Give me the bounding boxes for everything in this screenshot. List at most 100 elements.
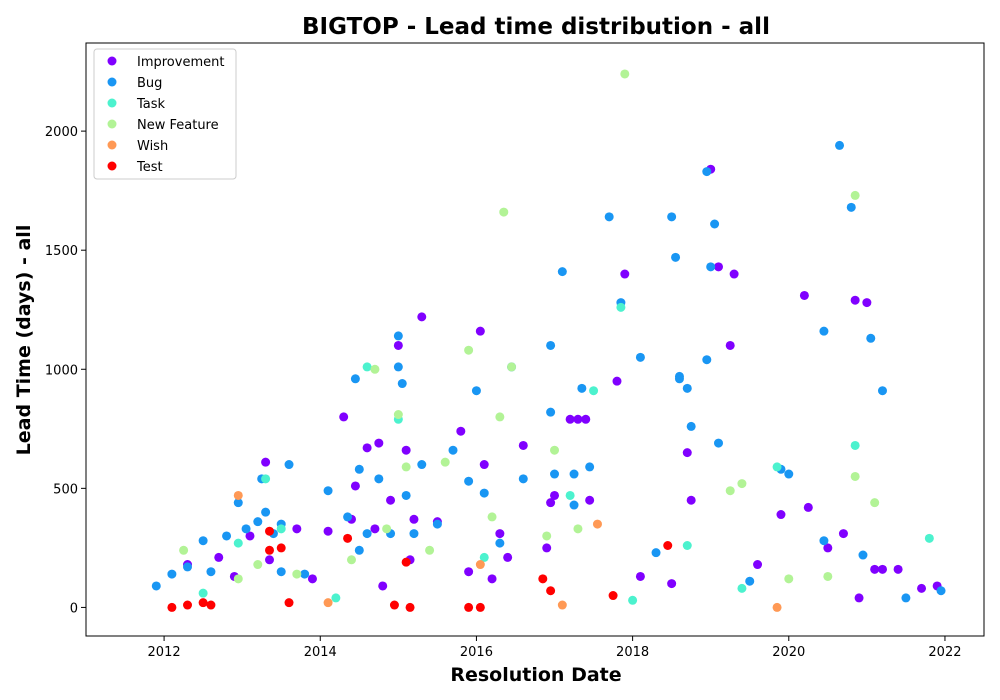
- data-point: [573, 414, 583, 424]
- data-point: [725, 340, 735, 350]
- data-point: [350, 374, 360, 384]
- data-point: [585, 495, 595, 505]
- data-point: [546, 407, 556, 417]
- data-point: [714, 438, 724, 448]
- data-point: [635, 352, 645, 362]
- data-point: [401, 490, 411, 500]
- data-point: [671, 252, 681, 262]
- data-point: [858, 550, 868, 560]
- data-point: [425, 545, 435, 555]
- data-point: [635, 571, 645, 581]
- data-point: [323, 526, 333, 536]
- data-point: [479, 552, 489, 562]
- legend-marker: [107, 98, 117, 108]
- data-point: [577, 383, 587, 393]
- data-point: [265, 545, 275, 555]
- data-point: [546, 498, 556, 508]
- data-point: [776, 510, 786, 520]
- data-point: [503, 552, 513, 562]
- legend-marker: [107, 161, 117, 171]
- data-point: [495, 538, 505, 548]
- data-point: [917, 583, 927, 593]
- data-point: [292, 524, 302, 534]
- data-point: [550, 469, 560, 479]
- data-point: [823, 571, 833, 581]
- data-point: [667, 212, 677, 222]
- data-point: [495, 412, 505, 422]
- data-point: [292, 569, 302, 579]
- series-task: [198, 302, 934, 605]
- data-point: [276, 524, 286, 534]
- data-point: [167, 569, 177, 579]
- data-point: [198, 536, 208, 546]
- data-point: [835, 140, 845, 150]
- data-point: [374, 438, 384, 448]
- data-point: [569, 500, 579, 510]
- data-point: [674, 374, 684, 384]
- data-point: [464, 476, 474, 486]
- data-point: [284, 460, 294, 470]
- data-point: [651, 548, 661, 558]
- chart-title: BIGTOP - Lead time distribution - all: [302, 14, 770, 40]
- data-point: [565, 414, 575, 424]
- data-point: [546, 586, 556, 596]
- data-point: [557, 600, 567, 610]
- data-point: [772, 462, 782, 472]
- data-point: [393, 331, 403, 341]
- data-point: [479, 460, 489, 470]
- legend-label: Task: [136, 97, 166, 112]
- data-point: [538, 574, 548, 584]
- data-point: [546, 340, 556, 350]
- data-point: [440, 457, 450, 467]
- data-point: [850, 471, 860, 481]
- data-point: [346, 555, 356, 565]
- data-point: [331, 593, 341, 603]
- data-point: [343, 512, 353, 522]
- data-point: [389, 600, 399, 610]
- data-point: [448, 445, 458, 455]
- data-points: [151, 69, 946, 612]
- series-test: [167, 526, 673, 612]
- data-point: [557, 267, 567, 277]
- data-point: [893, 564, 903, 574]
- data-point: [850, 440, 860, 450]
- series-wish: [233, 490, 782, 612]
- legend-label: New Feature: [137, 118, 219, 133]
- data-point: [737, 583, 747, 593]
- data-point: [507, 362, 517, 372]
- data-point: [518, 474, 528, 484]
- data-point: [354, 464, 364, 474]
- data-point: [475, 560, 485, 570]
- data-point: [241, 524, 251, 534]
- data-point: [456, 426, 466, 436]
- data-point: [261, 474, 271, 484]
- data-point: [702, 355, 712, 365]
- data-point: [405, 602, 415, 612]
- data-point: [354, 545, 364, 555]
- data-point: [167, 602, 177, 612]
- data-point: [877, 564, 887, 574]
- data-point: [901, 593, 911, 603]
- data-point: [870, 564, 880, 574]
- data-point: [401, 445, 411, 455]
- data-point: [475, 326, 485, 336]
- data-point: [265, 555, 275, 565]
- x-tick-label: 2016: [460, 645, 493, 660]
- data-point: [866, 333, 876, 343]
- data-point: [393, 362, 403, 372]
- data-point: [233, 498, 243, 508]
- data-point: [706, 262, 716, 272]
- legend-marker: [107, 140, 117, 150]
- data-point: [370, 364, 380, 374]
- data-point: [682, 448, 692, 458]
- data-point: [362, 443, 372, 453]
- data-point: [253, 560, 263, 570]
- data-point: [417, 312, 427, 322]
- data-point: [550, 490, 560, 500]
- data-point: [382, 524, 392, 534]
- data-point: [714, 262, 724, 272]
- data-point: [393, 340, 403, 350]
- data-point: [183, 600, 193, 610]
- data-point: [198, 598, 208, 608]
